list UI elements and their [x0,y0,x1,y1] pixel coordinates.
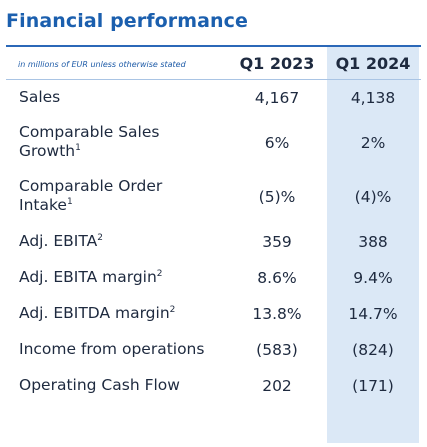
table-row: Comparable Sales Growth1 6% 2% [6,116,421,170]
table-body: Sales 4,167 4,138 Comparable Sales Growt… [6,80,421,404]
value-q1-2023: (5)% [258,188,296,206]
financial-table: in millions of EUR unless otherwise stat… [6,45,421,445]
row-label: Income from operations [19,340,205,358]
row-label: Operating Cash Flow [19,376,180,394]
row-label: Adj. EBITA2 [19,232,103,250]
value-q1-2024: 2% [360,134,386,152]
row-label: Comparable Sales Growth1 [19,123,160,160]
table-row: Adj. EBITA margin2 8.6% 9.4% [6,260,421,296]
value-q1-2024: (4)% [354,188,392,206]
value-q1-2023: (583) [256,341,298,359]
value-q1-2023: 8.6% [257,269,297,287]
table-row: Comparable Order Intake1 (5)% (4)% [6,170,421,224]
row-label: Adj. EBITA margin2 [19,268,163,286]
value-q1-2024: (171) [352,377,394,395]
table-header: in millions of EUR unless otherwise stat… [6,47,421,79]
value-q1-2023: 6% [264,134,290,152]
value-q1-2024: 4,138 [350,89,396,107]
table-row: Operating Cash Flow 202 (171) [6,368,421,404]
value-q1-2023: 359 [262,233,292,251]
column-header-q1-2024: Q1 2024 [335,54,411,73]
table-row: Adj. EBITDA margin2 13.8% 14.7% [6,296,421,332]
table-row: Sales 4,167 4,138 [6,80,421,116]
value-q1-2024: 14.7% [348,305,398,323]
value-q1-2024: 9.4% [353,269,393,287]
value-q1-2024: (824) [352,341,394,359]
units-note: in millions of EUR unless otherwise stat… [18,60,186,69]
header-separator [6,79,421,80]
highlighted-column-q1-2024 [327,47,419,443]
column-header-q1-2023: Q1 2023 [239,54,315,73]
value-q1-2023: 4,167 [254,89,300,107]
table-row: Adj. EBITA2 359 388 [6,224,421,260]
value-q1-2024: 388 [358,233,388,251]
row-label: Comparable Order Intake1 [19,177,163,214]
header-rule [6,45,421,47]
row-label: Adj. EBITDA margin2 [19,304,176,322]
row-label: Sales [19,88,61,106]
value-q1-2023: 202 [262,377,292,395]
page-title: Financial performance [6,10,249,32]
value-q1-2023: 13.8% [252,305,302,323]
table-row: Income from operations (583) (824) [6,332,421,368]
